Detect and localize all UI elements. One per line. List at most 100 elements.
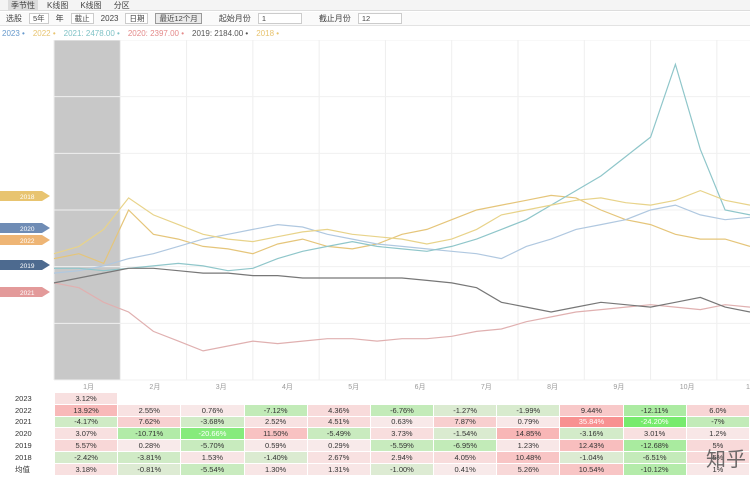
year-flag-label: 2022 [20, 238, 35, 245]
control-3[interactable]: 截止 [70, 13, 94, 24]
series-line-2020 [53, 282, 750, 352]
x-tick-label: 7月 [481, 383, 492, 391]
table-cell [117, 392, 182, 405]
legend-2018[interactable]: 2018 • [256, 28, 280, 38]
table-cell: 4.36% [306, 403, 371, 417]
table-cell: -1.04% [559, 450, 624, 464]
table-cell: 0.63% [369, 415, 435, 429]
year-flag-label: 2018 [20, 194, 35, 201]
table-cell [369, 392, 435, 405]
control-6[interactable]: 最近12个月 [155, 13, 202, 24]
table-cell: 0.59% [243, 439, 308, 452]
x-tick-label: 2月 [149, 383, 160, 391]
table-cell: -1.27% [433, 403, 498, 417]
table-cell: 3.73% [369, 427, 435, 441]
table-cell: -2.42% [53, 450, 119, 464]
tab-0[interactable]: 季节性 [8, 0, 38, 11]
table-cell: 2.67% [306, 450, 371, 464]
table-cell: -12.11% [622, 403, 687, 417]
year-flag-2019 [0, 260, 50, 270]
table-cell: 5% [685, 450, 750, 464]
control-4: 2023 [100, 14, 119, 23]
year-flag-2018 [0, 191, 50, 201]
x-tick-label: 8月 [547, 383, 558, 391]
table-cell: 10.54% [559, 462, 624, 476]
x-tick-label: 6月 [415, 383, 426, 391]
table-cell [685, 392, 750, 405]
control-1[interactable]: 5年 [29, 13, 49, 24]
legend-2022[interactable]: 2022 • [32, 28, 56, 38]
table-cell: -6.95% [433, 439, 498, 452]
row-year: 2023 [0, 392, 55, 405]
table-cell: -4.17% [53, 415, 119, 429]
table-cell: 1.53% [180, 450, 245, 464]
row-year: 均值 [0, 462, 55, 476]
x-tick-label: 4月 [282, 383, 293, 391]
table-cell: -3.81% [117, 450, 182, 464]
row-year: 2021 [0, 415, 55, 429]
legend-2020[interactable]: 2020: 2397.00 • [127, 28, 185, 38]
monthly-returns-table: 2023 3.12% 2022 13.92% 2.55% 0.76% -7.12% 4.36%… [0, 392, 750, 476]
table-cell: 13.92% [53, 403, 119, 417]
table-cell [180, 392, 245, 405]
table-cell [306, 392, 371, 405]
table-cell: 3.01% [622, 427, 687, 441]
table-cell: -0.81% [117, 462, 182, 476]
table-cell: 3.18% [53, 462, 119, 476]
table-cell: 11.50% [243, 427, 308, 441]
table-cell: 9.44% [559, 403, 624, 417]
year-flag-2021 [0, 287, 50, 297]
legend-2021[interactable]: 2021: 2478.00 • [63, 28, 120, 38]
table-cell: 1% [685, 462, 750, 476]
table-cell: 5.26% [496, 462, 561, 476]
start-month-select[interactable]: 1 [257, 13, 302, 24]
table-cell: 0.28% [117, 439, 182, 452]
year-flag-label: 2021 [20, 290, 35, 297]
end-month-select[interactable]: 12 [357, 13, 402, 24]
table-cell: 1.23% [496, 439, 561, 452]
table-cell: 7.87% [433, 415, 498, 429]
table-cell: -5.54% [180, 462, 245, 476]
row-year: 2020 [0, 427, 55, 441]
table-cell: 35.84% [559, 415, 624, 429]
table-cell: -7% [685, 415, 750, 429]
table-cell [243, 392, 308, 405]
control-5[interactable]: 日期 [125, 13, 149, 24]
row-year: 2022 [0, 403, 55, 417]
table-cell [433, 392, 498, 405]
table-cell: -5.59% [369, 439, 435, 452]
x-tick-label: 11月 [746, 383, 750, 391]
table-cell: -12.68% [622, 439, 687, 452]
table-cell: 3.07% [53, 427, 119, 441]
tab-2[interactable]: K线图 [80, 0, 102, 10]
table-cell: 2.94% [369, 450, 435, 464]
table-cell: -1.00% [369, 462, 435, 476]
table-cell: 14.85% [496, 427, 561, 441]
legend-2019[interactable]: 2019: 2184.00 • [192, 28, 249, 38]
table-row: 均值 3.18% -0.81% -5.54% 1.30% 1.31% -1.00% 0.41%… [0, 462, 750, 476]
table-cell: -6.76% [369, 403, 435, 417]
tab-1[interactable]: K线图 [47, 0, 69, 10]
table-cell: -5.49% [306, 427, 371, 441]
table-cell: 0.76% [180, 403, 245, 417]
year-flag-2022 [0, 235, 50, 245]
table-cell: -7.12% [243, 403, 308, 417]
year-flag-label: 2019 [20, 263, 35, 270]
controls-bar: 选股 5年年截止 2023 日期 最近12个月 起始月份 1 截止月份 12 [0, 12, 750, 26]
table-cell: -24.20% [622, 415, 687, 429]
year-flag-label: 2020 [20, 226, 35, 233]
table-cell: 5% [685, 439, 750, 452]
table-cell: -3.16% [559, 427, 624, 441]
tab-3[interactable]: 分区 [113, 0, 130, 10]
table-cell: -3.68% [180, 415, 245, 429]
legend-2023[interactable]: 2023 • [2, 28, 25, 38]
x-tick-label: 10月 [680, 383, 695, 391]
year-flag-2020 [0, 223, 50, 233]
table-cell: -6.51% [622, 450, 687, 464]
x-tick-label: 1月 [83, 383, 94, 391]
series-line-2019 [53, 204, 750, 274]
table-cell: 2.52% [243, 415, 308, 429]
table-cell [622, 392, 687, 405]
control-2: 年 [55, 14, 64, 23]
table-cell: 0.79% [496, 415, 561, 429]
